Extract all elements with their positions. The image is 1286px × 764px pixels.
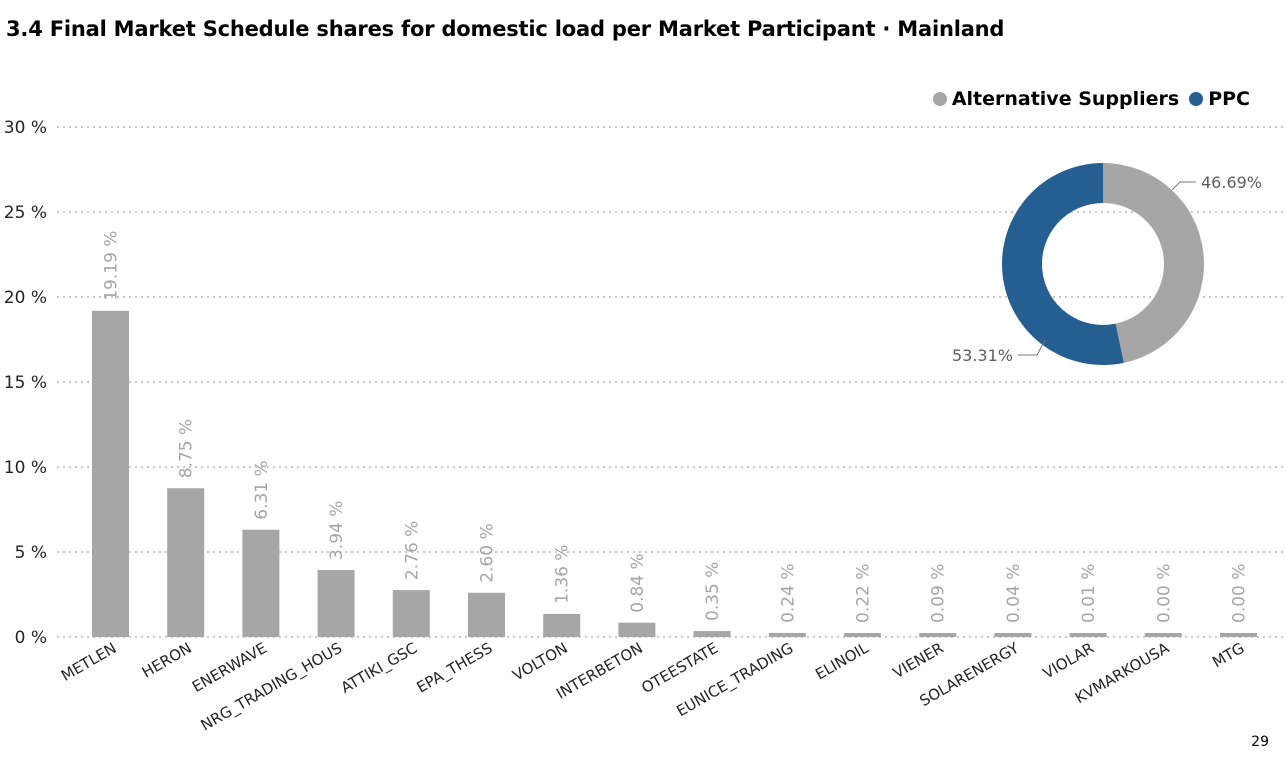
legend-item-alternative-suppliers[interactable]: Alternative Suppliers [932, 88, 1180, 110]
legend-label-alternative: Alternative Suppliers [951, 88, 1180, 110]
bar-elinoil[interactable] [844, 633, 881, 637]
donut-slice-ppc[interactable] [1001, 163, 1124, 365]
bar-oteestate[interactable] [693, 631, 731, 637]
bar-value-label: 0.24 % [778, 563, 798, 622]
donut-value-label: 46.69% [1201, 173, 1262, 192]
bar-value-label: 1.36 % [553, 544, 573, 603]
bar-value-label: 3.94 % [327, 501, 347, 560]
bar-mtg[interactable] [1220, 633, 1257, 637]
y-axis-ticks: 0 % 5 % 10 % 15 % 20 % 25 % 30 % [4, 118, 47, 648]
legend-dot-ppc-icon [1189, 92, 1204, 106]
x-tick-label: VOLTON [509, 639, 570, 685]
legend-item-ppc[interactable]: PPC [1189, 88, 1250, 110]
y-tick-label: 15 % [4, 373, 47, 393]
x-tick-label: HERON [139, 639, 195, 682]
gridlines [57, 126, 1284, 638]
legend-label-ppc: PPC [1208, 88, 1250, 110]
legend-dot-alternative-icon [932, 92, 947, 106]
x-tick-label: METLEN [58, 639, 120, 685]
x-tick-label: ATTIKI_GSC [338, 639, 421, 698]
bar-value-label: 6.31 % [252, 460, 272, 519]
y-tick-label: 30 % [4, 118, 47, 138]
bar-eunice_trading[interactable] [768, 632, 806, 637]
bar-enerwave[interactable] [242, 529, 280, 637]
donut-slice-alternative-suppliers[interactable] [1103, 163, 1204, 363]
donut-leader-line [1018, 339, 1046, 356]
bar-epa_thess[interactable] [468, 592, 505, 637]
bar-data-labels: 19.19 % 8.75 % 6.31 % 3.94 % 2.76 % 2.60 % 1.3… [102, 231, 1250, 623]
y-tick-label: 10 % [4, 458, 47, 478]
y-tick-label: 25 % [4, 203, 47, 223]
bar-value-label: 0.84 % [628, 553, 648, 612]
bar-value-label: 0.01 % [1079, 564, 1099, 623]
bar-value-label: 0.22 % [854, 564, 874, 623]
bar-violar[interactable] [1069, 633, 1107, 637]
bar-value-label: 0.35 % [703, 562, 723, 621]
x-tick-label: VIOLAR [1040, 639, 1097, 683]
page-title: 3.4 Final Market Schedule shares for dom… [6, 17, 1005, 41]
x-tick-label: EPA_THESS [413, 639, 496, 698]
bar-value-label: 2.76 % [402, 521, 422, 580]
x-tick-label: NRG_TRADING_HOUS [198, 639, 346, 735]
y-tick-label: 0 % [15, 628, 47, 648]
bar-nrg_trading_hous[interactable] [317, 570, 355, 637]
bar-heron[interactable] [167, 488, 205, 637]
bar-metlen[interactable] [92, 310, 129, 637]
bar-interbeton[interactable] [618, 622, 656, 637]
bar-value-label: 0.04 % [1004, 564, 1024, 623]
donut-chart: 46.69% 53.31% [952, 163, 1262, 365]
bar-volton[interactable] [543, 613, 581, 637]
bar-value-label: 0.00 % [1154, 564, 1174, 623]
bar-attiki_gsc[interactable] [392, 590, 430, 637]
bar-value-label: 19.19 % [102, 231, 122, 301]
bar-solarenergy[interactable] [994, 633, 1032, 637]
x-tick-label: VIENER [890, 639, 947, 682]
page-number: 29 [1251, 734, 1269, 750]
x-axis-ticks: METLEN HERONENERWAVENRG_TRADING_HOUSATTIK… [58, 638, 1248, 735]
x-tick-label: ELINOIL [812, 639, 872, 684]
donut-value-label: 53.31% [952, 346, 1013, 365]
bar-series [92, 310, 1257, 637]
y-tick-label: 20 % [4, 288, 47, 308]
bar-value-label: 8.75 % [177, 419, 197, 478]
bar-kvmarkousa[interactable] [1144, 633, 1182, 637]
x-tick-label: MTG [1209, 639, 1247, 671]
bar-viener[interactable] [919, 633, 957, 637]
donut-leader-line [1171, 181, 1196, 191]
bar-value-label: 0.09 % [929, 564, 949, 623]
chart-legend: Alternative Suppliers PPC [923, 88, 1250, 110]
bar-value-label: 0.00 % [1230, 564, 1250, 623]
y-tick-label: 5 % [15, 543, 47, 563]
bar-value-label: 2.60 % [478, 523, 498, 582]
